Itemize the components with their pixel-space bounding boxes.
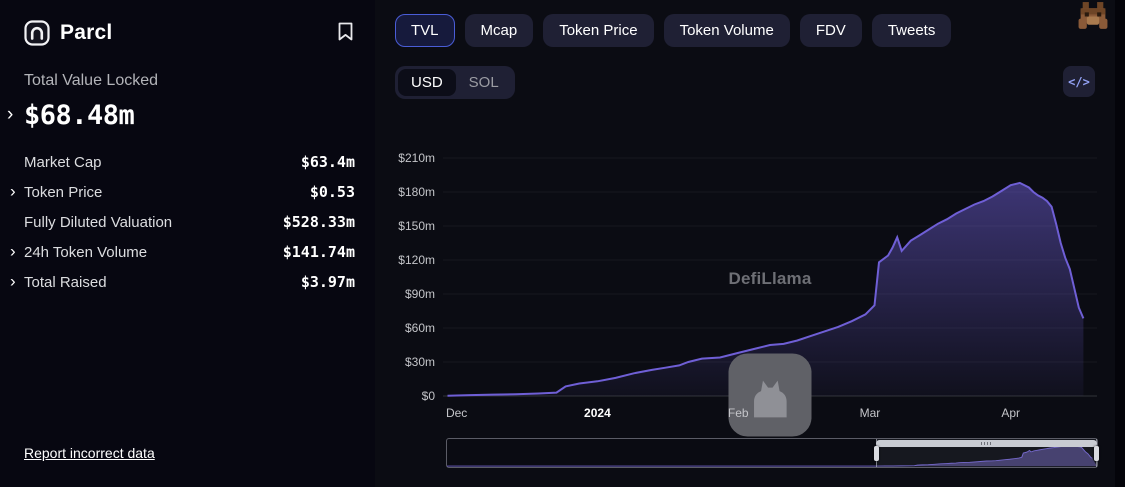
stat-label: Market Cap	[24, 153, 102, 171]
scrollbar-track[interactable]	[1115, 0, 1125, 487]
stat-row-total-raised: › Total Raised $3.97m	[10, 267, 355, 297]
plot-region[interactable]: DefiLlama Dec 2024 Feb Mar Apr	[443, 150, 1097, 437]
tab-tweets[interactable]: Tweets	[871, 14, 952, 47]
stat-value: $141.74m	[282, 243, 355, 261]
tab-fdv[interactable]: FDV	[799, 14, 862, 47]
x-axis-label: Feb	[727, 406, 749, 420]
y-axis: $0 $30m $60m $90m $120m $150m $180m $210m	[395, 150, 443, 430]
tab-mcap[interactable]: Mcap	[464, 14, 534, 47]
logo-row: Parcl	[24, 20, 355, 46]
stat-value: $63.4m	[300, 153, 355, 171]
stat-value: $0.53	[309, 183, 355, 201]
y-axis-label: $180m	[398, 185, 435, 199]
stat-label: Token Price	[24, 183, 103, 201]
tvl-row: › $68.48m	[7, 100, 355, 131]
tvl-label: Total Value Locked	[24, 72, 159, 89]
stat-value: $528.33m	[282, 213, 355, 231]
currency-toggle: USD SOL	[395, 66, 515, 99]
stat-row-fdv: › Fully Diluted Valuation $528.33m	[24, 207, 355, 237]
report-incorrect-data-link[interactable]: Report incorrect data	[24, 445, 155, 461]
x-axis-label: Mar	[859, 406, 881, 420]
stat-row-token-volume: › 24h Token Volume $141.74m	[10, 237, 355, 267]
x-axis-label: 2024	[584, 406, 611, 420]
parcl-logo[interactable]: Parcl	[24, 20, 112, 46]
stat-value: $3.97m	[300, 273, 355, 291]
chevron-right-icon[interactable]: ›	[10, 181, 16, 201]
embed-code-icon[interactable]: </>	[1063, 66, 1095, 97]
brush-scrollbar[interactable]	[876, 440, 1097, 447]
metric-tabs: TVL Mcap Token Price Token Volume FDV Tw…	[395, 14, 952, 47]
stat-label: 24h Token Volume	[24, 243, 148, 261]
brush-handle-right[interactable]	[1094, 446, 1099, 461]
tvl-chart-area: $0 $30m $60m $90m $120m $150m $180m $210m DefiL…	[395, 150, 1097, 437]
parcl-logo-icon	[24, 20, 50, 46]
stat-label: Fully Diluted Valuation	[24, 213, 173, 231]
chevron-right-icon[interactable]: ›	[7, 104, 14, 125]
y-axis-label: $120m	[398, 253, 435, 267]
chevron-right-icon[interactable]: ›	[10, 271, 16, 291]
bookmark-icon[interactable]	[336, 20, 355, 46]
tvl-value: $68.48m	[24, 100, 135, 131]
tab-tvl[interactable]: TVL	[395, 14, 455, 47]
y-axis-label: $150m	[398, 219, 435, 233]
tab-token-price[interactable]: Token Price	[543, 14, 654, 47]
brush-handle-left[interactable]	[874, 446, 879, 461]
stat-row-market-cap: › Market Cap $63.4m	[24, 147, 355, 177]
app-title: Parcl	[60, 21, 113, 44]
stat-row-token-price: › Token Price $0.53	[10, 177, 355, 207]
currency-sol-button[interactable]: SOL	[456, 69, 512, 96]
main-panel: TVL Mcap Token Price Token Volume FDV Tw…	[375, 0, 1125, 487]
tab-token-volume[interactable]: Token Volume	[663, 14, 790, 47]
y-axis-label: $210m	[398, 151, 435, 165]
x-axis-label: Apr	[1001, 406, 1021, 420]
chevron-right-icon[interactable]: ›	[10, 241, 16, 261]
y-axis-label: $60m	[404, 321, 435, 335]
y-axis-label: $30m	[404, 355, 435, 369]
tvl-area-chart[interactable]	[443, 150, 1097, 402]
stat-label: Total Raised	[24, 273, 107, 291]
x-axis-label: Dec	[445, 406, 468, 420]
y-axis-label: $90m	[404, 287, 435, 301]
time-range-brush[interactable]	[446, 438, 1099, 468]
x-axis: Dec 2024 Feb Mar Apr	[443, 406, 1097, 422]
profile-avatar-llama[interactable]	[1076, 0, 1110, 33]
stats-list: › Market Cap $63.4m › Token Price $0.53 …	[10, 147, 355, 297]
brush-grip-icon	[980, 442, 993, 445]
sidebar: Parcl Total Value Locked › $68.48m › Mar…	[0, 0, 375, 487]
currency-usd-button[interactable]: USD	[398, 69, 456, 96]
y-axis-label: $0	[421, 389, 435, 403]
